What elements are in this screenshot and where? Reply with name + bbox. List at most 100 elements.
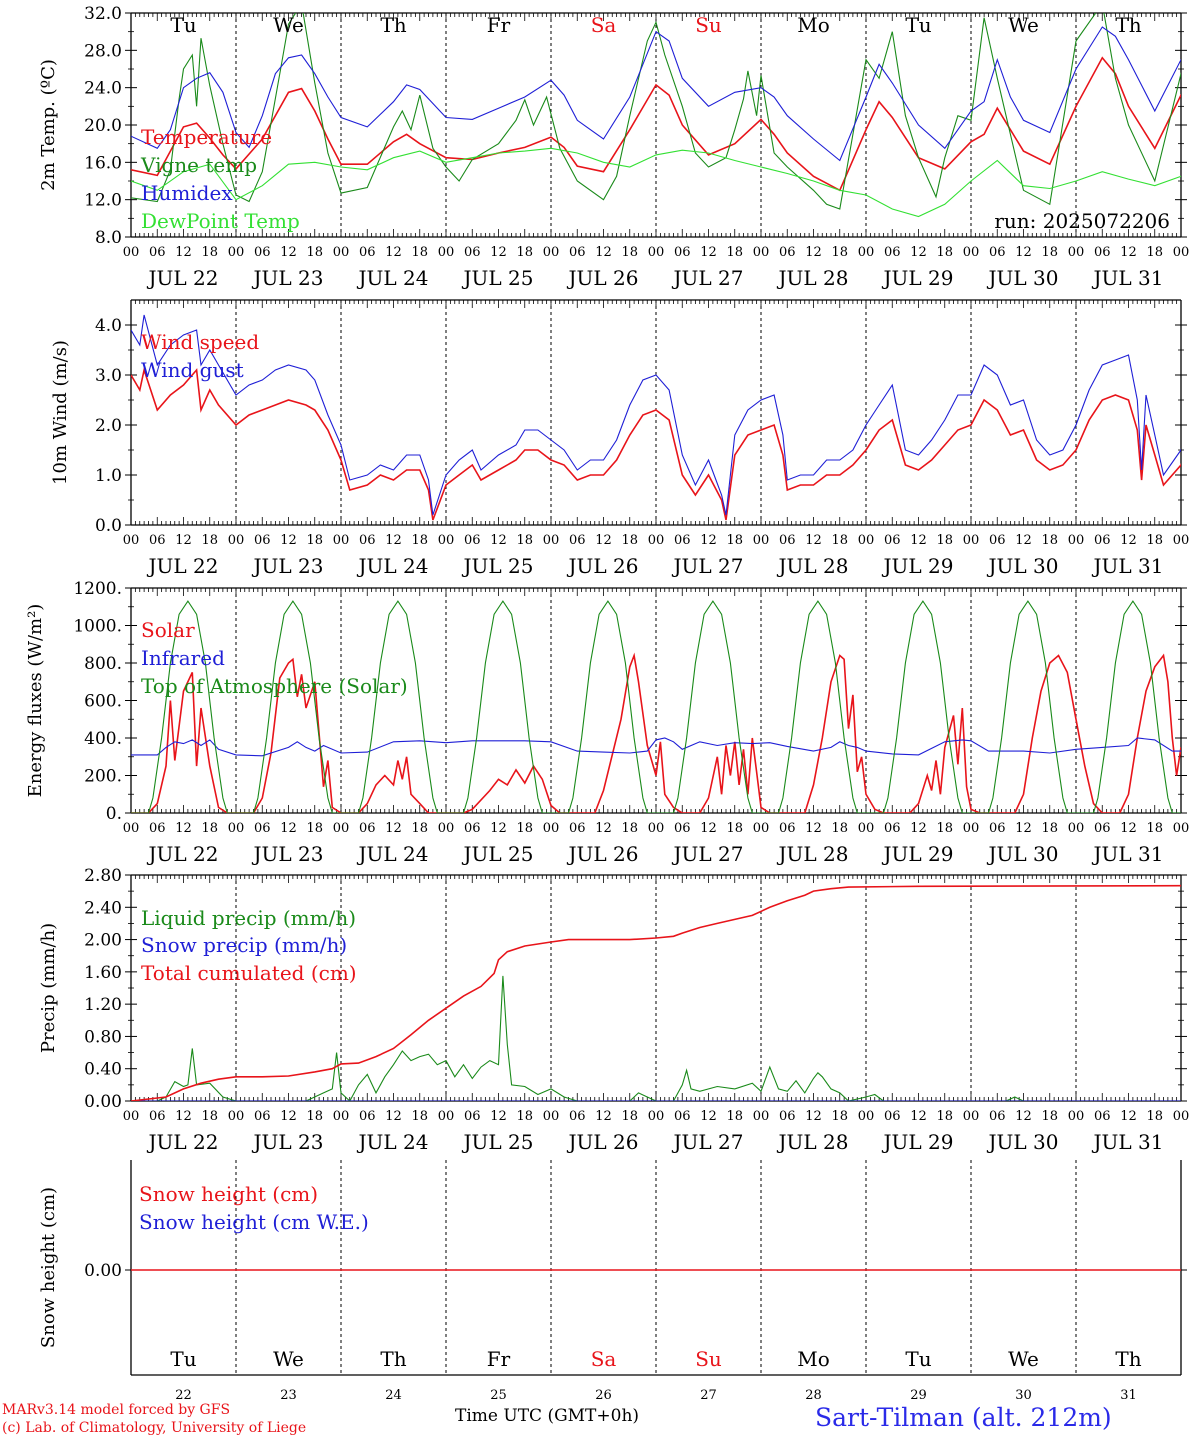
hour-tick-label: 06 [569, 245, 586, 260]
hour-tick-label: 00 [963, 533, 980, 548]
hour-tick-label: 12 [490, 533, 507, 548]
date-label: JUL 30 [987, 554, 1059, 578]
day-number-label: 26 [595, 1388, 612, 1403]
y-axis-title: Energy fluxes (W/m²) [25, 604, 46, 798]
hour-tick-label: 00 [1068, 533, 1085, 548]
hour-tick-label: 18 [306, 821, 323, 836]
hour-tick-label: 12 [385, 1109, 402, 1124]
weekday-label: Th [380, 1347, 406, 1371]
y-tick-label: 16.0 [84, 153, 122, 173]
hour-tick-label: 18 [621, 533, 638, 548]
hour-tick-label: 12 [1015, 821, 1032, 836]
panel-2: 00 06 12 18 00 06 12 18 00 06 12 18 00 06 12 18 00 06 12 18… [50, 299, 1189, 578]
hour-tick-label: 00 [1068, 821, 1085, 836]
hour-tick-label: 18 [1041, 1109, 1058, 1124]
hour-tick-label: 12 [280, 1109, 297, 1124]
hour-tick-label: 00 [333, 245, 350, 260]
hour-tick-label: 12 [910, 821, 927, 836]
hour-tick-label: 00 [858, 821, 875, 836]
y-tick-label: 20.0 [84, 116, 122, 136]
hour-tick-label: 12 [910, 1109, 927, 1124]
hour-tick-label: 00 [333, 821, 350, 836]
series-line [131, 975, 1181, 1101]
legend-entry: Snow precip (mm/h) [141, 933, 347, 957]
hour-tick-label: 18 [516, 821, 533, 836]
panel-4: 00 06 12 18 00 06 12 18 00 06 12 18 00 06 12 18 00 06 12 18… [38, 866, 1190, 1154]
y-tick-label: 12.0 [84, 191, 122, 211]
hour-tick-label: 06 [674, 245, 691, 260]
hour-tick-label: 06 [569, 533, 586, 548]
series-line [131, 56, 1181, 192]
hour-tick-label: 12 [700, 1109, 717, 1124]
weekday-label: Su [695, 1347, 722, 1371]
hour-tick-label: 12 [700, 245, 717, 260]
hour-tick-label: 12 [385, 821, 402, 836]
legend-entry: Wind gust [141, 358, 244, 382]
hour-tick-label: 00 [543, 1109, 560, 1124]
hour-tick-label: 18 [306, 1109, 323, 1124]
date-label: JUL 24 [357, 554, 429, 578]
date-label: JUL 27 [672, 266, 744, 290]
weekday-label: Tu [170, 1347, 196, 1371]
date-label: JUL 29 [882, 554, 954, 578]
date-label: JUL 23 [252, 266, 324, 290]
date-label: JUL 31 [1092, 554, 1164, 578]
hour-tick-label: 06 [884, 1109, 901, 1124]
weekday-label: Su [695, 13, 722, 37]
legend-entry: Wind speed [141, 330, 259, 354]
y-tick-label: 8.0 [95, 228, 122, 248]
hour-tick-label: 18 [621, 245, 638, 260]
hour-tick-label: 00 [753, 821, 770, 836]
hour-tick-label: 06 [149, 245, 166, 260]
weekday-label: Fr [487, 13, 511, 37]
weekday-label: We [1008, 1347, 1039, 1371]
hour-tick-label: 00 [963, 821, 980, 836]
series-line [131, 26, 1181, 162]
hour-tick-label: 18 [831, 533, 848, 548]
hour-tick-label: 06 [1094, 821, 1111, 836]
hour-tick-label: 00 [438, 1109, 455, 1124]
y-tick-label: 2.80 [84, 866, 122, 886]
y-tick-label: 32.0 [84, 4, 122, 24]
hour-tick-label: 00 [333, 533, 350, 548]
y-tick-label: 200. [84, 767, 122, 787]
hour-tick-label: 06 [989, 533, 1006, 548]
hour-tick-label: 12 [1120, 533, 1137, 548]
weekday-label: Th [380, 13, 406, 37]
date-label: JUL 22 [147, 554, 219, 578]
day-number-label: 25 [490, 1388, 507, 1403]
hour-tick-label: 18 [411, 533, 428, 548]
hour-tick-label: 18 [831, 1109, 848, 1124]
date-label: JUL 25 [462, 842, 534, 866]
hour-tick-label: 06 [674, 1109, 691, 1124]
hour-tick-label: 18 [726, 1109, 743, 1124]
date-label: JUL 24 [357, 842, 429, 866]
hour-tick-label: 12 [385, 533, 402, 548]
date-label: JUL 30 [987, 1130, 1059, 1154]
run-label: run: 2025072206 [994, 209, 1170, 233]
hour-tick-label: 06 [464, 821, 481, 836]
hour-tick-label: 00 [648, 821, 665, 836]
hour-tick-label: 12 [1120, 821, 1137, 836]
hour-tick-label: 06 [254, 1109, 271, 1124]
date-label: JUL 29 [882, 1130, 954, 1154]
y-tick-label: 1.20 [84, 995, 122, 1015]
hour-tick-label: 06 [464, 533, 481, 548]
hour-tick-label: 12 [805, 821, 822, 836]
hour-tick-label: 00 [1173, 1109, 1190, 1124]
hour-tick-label: 12 [700, 533, 717, 548]
y-tick-label: 0.0 [95, 516, 122, 536]
y-tick-label: 2.40 [84, 898, 122, 918]
weekday-label: We [273, 13, 304, 37]
hour-tick-label: 06 [359, 1109, 376, 1124]
date-label: JUL 29 [882, 842, 954, 866]
lab-credit: (c) Lab. of Climatology, University of L… [2, 1420, 307, 1436]
hour-tick-label: 18 [936, 245, 953, 260]
hour-tick-label: 00 [1173, 821, 1190, 836]
hour-tick-label: 18 [1146, 1109, 1163, 1124]
hour-tick-label: 06 [359, 821, 376, 836]
hour-tick-label: 18 [936, 821, 953, 836]
hour-tick-label: 06 [989, 821, 1006, 836]
hour-tick-label: 00 [123, 245, 140, 260]
station-name: Sart-Tilman (alt. 212m) [815, 1403, 1112, 1432]
